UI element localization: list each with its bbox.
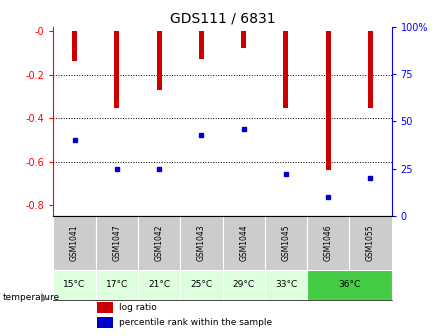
Text: 17°C: 17°C	[106, 280, 128, 289]
Text: 29°C: 29°C	[233, 280, 255, 289]
Text: 25°C: 25°C	[190, 280, 212, 289]
Bar	[96, 270, 138, 300]
Text: ▶: ▶	[41, 292, 49, 302]
Bar	[96, 216, 138, 270]
Bar	[265, 216, 307, 270]
Bar	[222, 270, 265, 300]
Title: GDS111 / 6831: GDS111 / 6831	[170, 12, 275, 26]
Bar	[97, 302, 113, 313]
Text: 33°C: 33°C	[275, 280, 297, 289]
Text: 36°C: 36°C	[338, 280, 360, 289]
Text: GSM1041: GSM1041	[70, 225, 79, 261]
Bar	[222, 216, 265, 270]
Text: GSM1055: GSM1055	[366, 224, 375, 261]
Text: GSM1042: GSM1042	[154, 225, 164, 261]
Bar	[114, 31, 119, 108]
Text: GSM1045: GSM1045	[281, 224, 291, 261]
Bar	[180, 270, 222, 300]
Text: log ratio: log ratio	[119, 303, 157, 312]
Text: percentile rank within the sample: percentile rank within the sample	[119, 318, 272, 327]
Bar	[53, 270, 96, 300]
Bar	[241, 31, 246, 47]
Bar	[368, 31, 373, 108]
Bar	[53, 216, 96, 270]
Bar	[326, 31, 331, 170]
Text: 21°C: 21°C	[148, 280, 170, 289]
Bar	[349, 216, 392, 270]
Text: GSM1044: GSM1044	[239, 224, 248, 261]
Bar	[307, 216, 349, 270]
Text: GSM1043: GSM1043	[197, 224, 206, 261]
Text: GSM1047: GSM1047	[112, 224, 121, 261]
Bar	[72, 31, 77, 60]
Bar	[138, 270, 180, 300]
Text: GSM1046: GSM1046	[324, 224, 333, 261]
Text: 15°C: 15°C	[63, 280, 85, 289]
Bar	[283, 31, 288, 108]
Bar	[138, 216, 180, 270]
Text: temperature: temperature	[2, 293, 59, 302]
Bar	[97, 317, 113, 328]
Bar	[265, 270, 307, 300]
Bar	[157, 31, 162, 90]
Bar	[307, 270, 392, 300]
Bar	[199, 31, 204, 59]
Bar	[180, 216, 222, 270]
